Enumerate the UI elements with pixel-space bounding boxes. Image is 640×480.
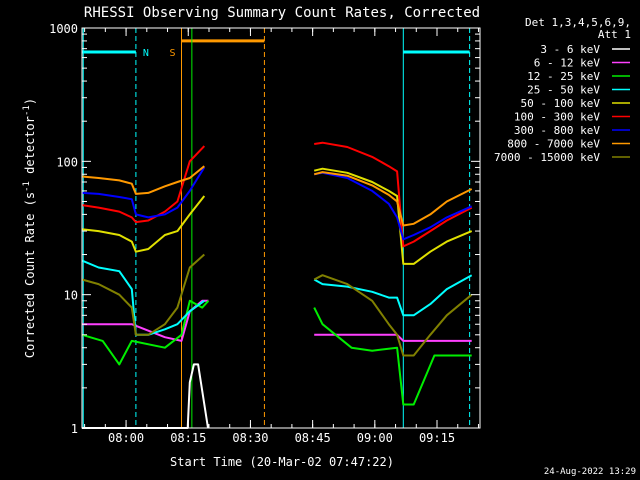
legend-label: 300 - 800 keV bbox=[514, 124, 600, 137]
series-line bbox=[81, 166, 473, 241]
y-axis-label: Corrected Count Rate (s-1 detector-1) bbox=[22, 98, 37, 358]
legend-header: Att 1 bbox=[598, 28, 631, 41]
y-axis-label-part: ) bbox=[23, 98, 37, 105]
x-tick-label: 08:45 bbox=[295, 431, 331, 445]
y-axis-label-superscript: -1 bbox=[22, 181, 32, 192]
saa-label: S bbox=[169, 48, 175, 59]
legend-label: 12 - 25 keV bbox=[527, 70, 600, 83]
night-label: N bbox=[143, 48, 149, 59]
legend-label: 7000 - 15000 keV bbox=[494, 151, 600, 164]
footer-date: 24-Aug-2022 13:29 bbox=[544, 467, 636, 477]
y-axis-label-part: Corrected Count Rate (s bbox=[23, 192, 37, 358]
plot-frame bbox=[81, 27, 481, 429]
legend-label: 800 - 7000 keV bbox=[507, 138, 600, 151]
series-line bbox=[81, 253, 473, 357]
series-line bbox=[81, 141, 473, 248]
x-tick-label: 09:15 bbox=[419, 431, 455, 445]
series-layer bbox=[81, 141, 473, 429]
x-tick-label: 08:00 bbox=[108, 431, 144, 445]
y-tick-label: 1000 bbox=[49, 22, 78, 36]
legend-label: 50 - 100 keV bbox=[521, 97, 601, 110]
x-tick-label: 08:30 bbox=[232, 431, 268, 445]
axis-layer: 08:00 08:15 08:30 08:45 09:00 09:15 1 10 100 1000 bbox=[49, 22, 480, 445]
y-axis-label-part: detector bbox=[23, 116, 37, 181]
legend-label: 100 - 300 keV bbox=[514, 111, 600, 124]
y-axis-label-superscript: -1 bbox=[22, 105, 32, 116]
series-line bbox=[81, 167, 473, 265]
x-axis-label: Start Time (20-Mar-02 07:47:22) bbox=[170, 455, 394, 469]
y-tick-label: 100 bbox=[56, 155, 78, 169]
series-line bbox=[81, 165, 473, 227]
x-tick-label: 09:00 bbox=[357, 431, 393, 445]
chart-title: RHESSI Observing Summary Count Rates, Co… bbox=[84, 5, 480, 21]
y-tick-label: 10 bbox=[64, 289, 78, 303]
legend-label: 25 - 50 keV bbox=[527, 84, 600, 97]
x-tick-label: 08:15 bbox=[170, 431, 206, 445]
legend-label: 6 - 12 keV bbox=[534, 57, 601, 70]
y-tick-label: 1 bbox=[71, 422, 78, 436]
legend-label: 3 - 6 keV bbox=[540, 43, 600, 56]
legend-header: Det 1,3,4,5,6,9, bbox=[525, 16, 631, 29]
